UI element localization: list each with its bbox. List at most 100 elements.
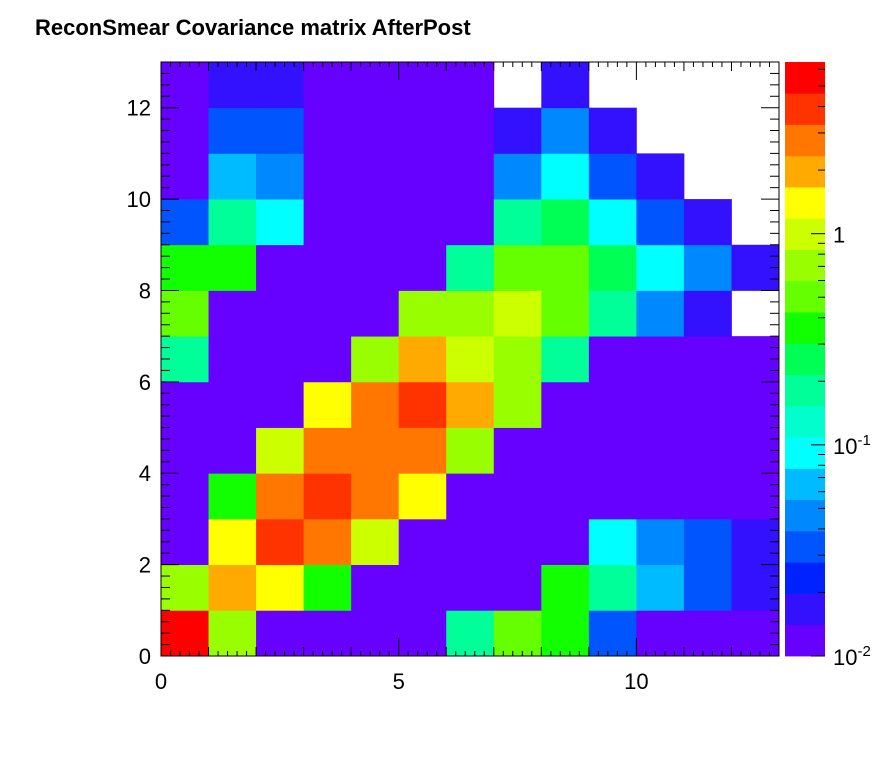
colorbar-swatch [785, 624, 825, 657]
heatmap-cell [446, 153, 495, 200]
heatmap-cell [493, 564, 542, 611]
heatmap-cell [303, 564, 352, 611]
colorbar-swatch [785, 124, 825, 157]
heatmap-cell [351, 290, 400, 337]
heatmap-cell [493, 381, 542, 428]
heatmap-cell [256, 610, 305, 657]
heatmap-cell [683, 564, 732, 611]
heatmap-cell [541, 199, 590, 246]
heatmap-cell [636, 518, 685, 566]
x-tick-label: 10 [624, 669, 648, 694]
heatmap-cell [446, 610, 495, 657]
heatmap-cell [493, 107, 542, 154]
colorbar-tick-label: 10-1 [833, 432, 871, 459]
heatmap-cell [683, 427, 732, 474]
heatmap-cell [446, 290, 495, 337]
heatmap-cell [303, 610, 352, 657]
heatmap-cell [683, 518, 732, 566]
heatmap-cell [493, 244, 542, 291]
y-tick-label: 10 [127, 187, 151, 212]
heatmap-cell [541, 62, 590, 109]
colorbar-swatch [785, 499, 825, 532]
colorbar-swatch [785, 187, 825, 219]
colorbar-swatch [785, 280, 825, 313]
heatmap-cell [541, 336, 590, 383]
heatmap-cell [398, 199, 447, 246]
heatmap-cell [351, 244, 400, 291]
heatmap-cell [588, 290, 637, 337]
heatmap-cell [351, 473, 400, 520]
heatmap-cell [398, 62, 447, 109]
heatmap-cell [446, 381, 495, 428]
heatmap-cell [303, 290, 352, 337]
heatmap-cell [208, 107, 257, 154]
heatmap-cell [683, 381, 732, 428]
y-tick-label: 2 [139, 553, 151, 578]
heatmap-cell [208, 518, 257, 566]
heatmap-cell [541, 153, 590, 200]
heatmap-cell [541, 473, 590, 520]
colorbar-swatch [785, 93, 825, 125]
colorbar-swatch [785, 562, 825, 594]
heatmap-cell [636, 336, 685, 383]
heatmap-cell [636, 290, 685, 337]
heatmap-cell [208, 336, 257, 383]
colorbar-swatch [785, 343, 825, 376]
heatmap-cell [256, 381, 305, 428]
heatmap-cell [351, 381, 400, 428]
heatmap-cell [636, 381, 685, 428]
x-tick-label: 0 [155, 669, 167, 694]
heatmap-cell [256, 199, 305, 246]
heatmap-cell [398, 290, 447, 337]
heatmap-cell [303, 518, 352, 566]
heatmap-cell [208, 62, 257, 109]
heatmap-cell [208, 473, 257, 520]
heatmap-cell [446, 518, 495, 566]
heatmap-cell [541, 244, 590, 291]
x-tick-label: 5 [393, 669, 405, 694]
heatmap-cell [636, 199, 685, 246]
heatmap-cell [541, 290, 590, 337]
heatmap-cell [398, 336, 447, 383]
colorbar-tick-label: 1 [833, 223, 845, 248]
heatmap-cell [256, 290, 305, 337]
heatmap-cell [446, 244, 495, 291]
colorbar: 10-2 10-1 1 [785, 62, 871, 670]
heatmap-cell [351, 610, 400, 657]
heatmap-cell [208, 610, 257, 657]
heatmap-cell [683, 473, 732, 520]
colorbar-swatch [785, 155, 825, 188]
colorbar-swatch [785, 468, 825, 501]
colorbar-swatch [785, 405, 825, 438]
colorbar-tick-label: 10-2 [833, 643, 871, 670]
heatmap-cell [493, 153, 542, 200]
heatmap-cell [303, 199, 352, 246]
heatmap-cell [446, 62, 495, 109]
heatmap-cell [303, 107, 352, 154]
heatmap-cells [161, 62, 780, 657]
heatmap-cell [636, 564, 685, 611]
heatmap-cell [588, 473, 637, 520]
heatmap-cell [351, 518, 400, 566]
heatmap-cell [493, 610, 542, 657]
heatmap-cell [303, 336, 352, 383]
heatmap-cell [398, 381, 447, 428]
axes: 0 5 10 0 2 4 6 8 10 12 [127, 61, 780, 694]
heatmap-cell [446, 336, 495, 383]
heatmap-cell [351, 564, 400, 611]
colorbar-swatch [785, 312, 825, 344]
heatmap-cell [541, 564, 590, 611]
heatmap-cell [493, 473, 542, 520]
heatmap-cell [208, 153, 257, 200]
heatmap-cell [303, 244, 352, 291]
heatmap-cell [398, 473, 447, 520]
heatmap-cell [208, 564, 257, 611]
heatmap-cell [398, 244, 447, 291]
heatmap-cell [588, 427, 637, 474]
heatmap-cell [493, 336, 542, 383]
colorbar-swatch [785, 62, 825, 94]
y-tick-label: 8 [139, 278, 151, 303]
heatmap-cell [683, 199, 732, 246]
heatmap-cell [208, 199, 257, 246]
